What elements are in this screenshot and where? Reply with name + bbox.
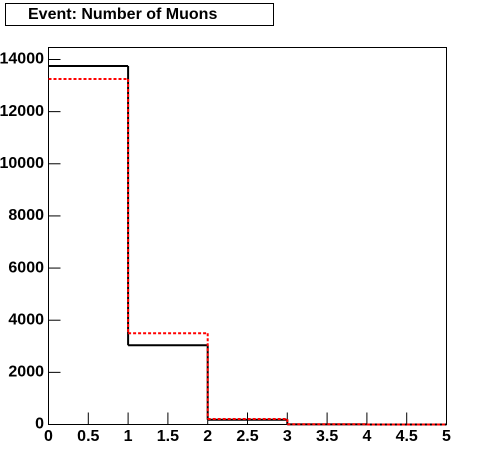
x-tick-label: 1 — [124, 428, 133, 445]
chart-title: Event: Number of Muons — [28, 6, 217, 23]
y-tick-label: 14000 — [0, 51, 44, 68]
y-tick-label: 12000 — [0, 103, 44, 120]
x-tick-label: 2.5 — [236, 428, 258, 445]
y-tick-label: 2000 — [8, 364, 44, 381]
x-tick-label: 4.5 — [396, 428, 418, 445]
plot-frame — [48, 47, 447, 425]
y-tick-label: 4000 — [8, 311, 44, 328]
x-tick-label: 1.5 — [157, 428, 179, 445]
y-tick-label: 10000 — [0, 155, 44, 172]
x-tick-label: 2 — [203, 428, 212, 445]
y-tick-label: 0 — [35, 416, 44, 433]
x-tick-label: 5 — [442, 428, 451, 445]
x-tick-label: 0 — [44, 428, 53, 445]
x-tick-label: 3.5 — [316, 428, 338, 445]
x-tick-label: 4 — [362, 428, 371, 445]
x-tick-label: 0.5 — [77, 428, 99, 445]
title-box — [5, 3, 274, 26]
y-tick-label: 8000 — [8, 207, 44, 224]
y-tick-label: 6000 — [8, 259, 44, 276]
x-tick-label: 3 — [283, 428, 292, 445]
